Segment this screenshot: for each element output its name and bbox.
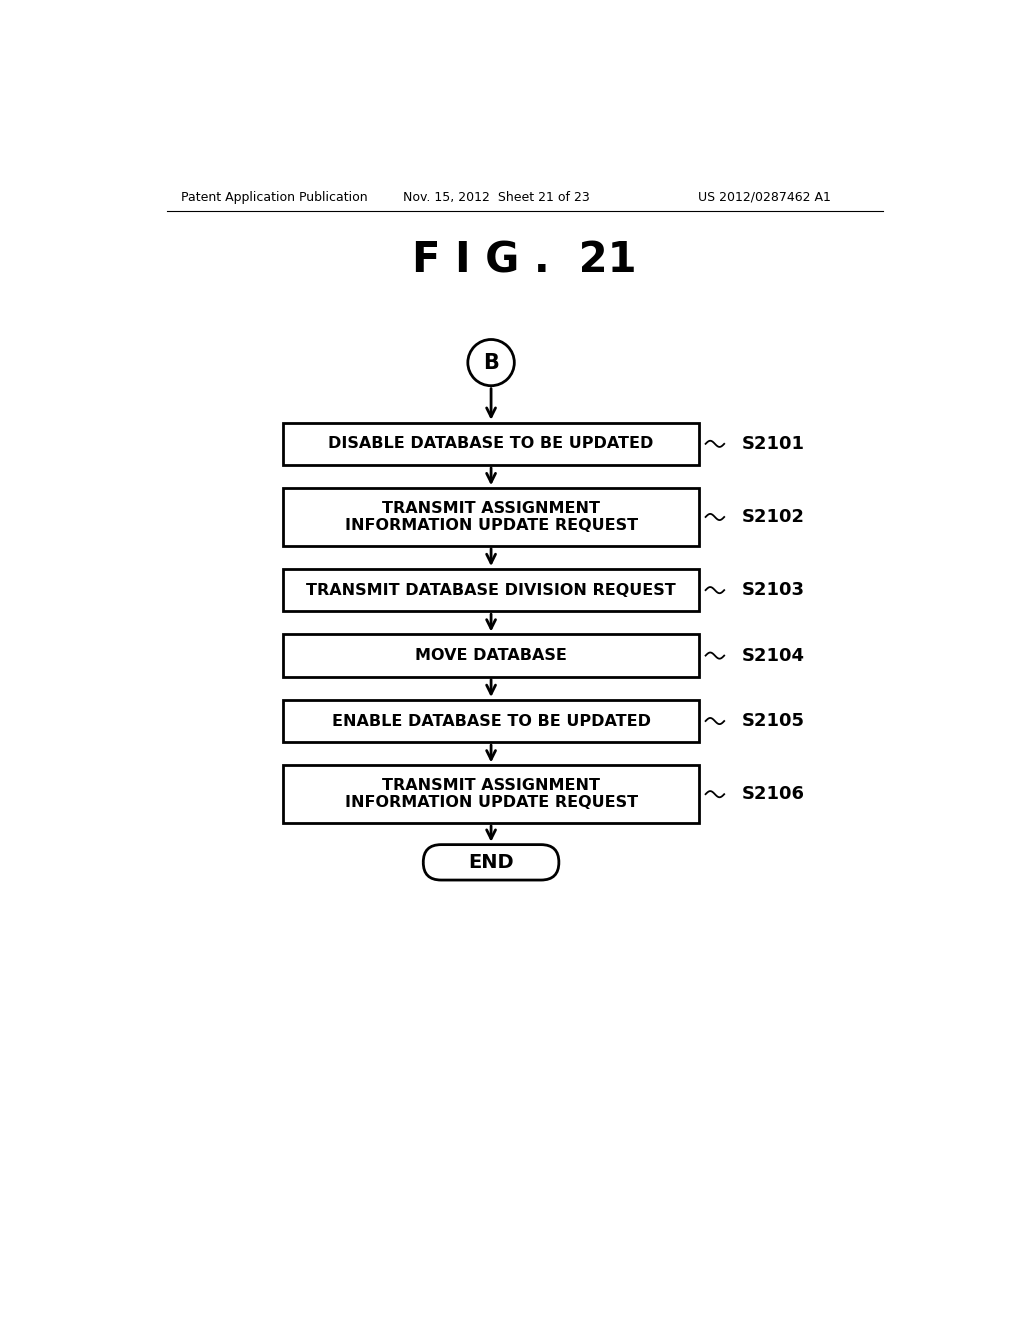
Text: ENABLE DATABASE TO BE UPDATED: ENABLE DATABASE TO BE UPDATED	[332, 714, 650, 729]
Text: TRANSMIT ASSIGNMENT
INFORMATION UPDATE REQUEST: TRANSMIT ASSIGNMENT INFORMATION UPDATE R…	[344, 500, 638, 533]
Text: S2103: S2103	[742, 581, 805, 599]
FancyBboxPatch shape	[283, 700, 699, 742]
FancyBboxPatch shape	[283, 422, 699, 465]
Text: S2106: S2106	[742, 785, 805, 803]
Text: S2102: S2102	[742, 508, 805, 525]
Text: Patent Application Publication: Patent Application Publication	[180, 190, 368, 203]
Text: END: END	[468, 853, 514, 871]
Text: US 2012/0287462 A1: US 2012/0287462 A1	[697, 190, 830, 203]
Text: S2104: S2104	[742, 647, 805, 664]
FancyBboxPatch shape	[283, 766, 699, 824]
Text: TRANSMIT DATABASE DIVISION REQUEST: TRANSMIT DATABASE DIVISION REQUEST	[306, 582, 676, 598]
FancyBboxPatch shape	[423, 845, 559, 880]
FancyBboxPatch shape	[283, 488, 699, 546]
FancyBboxPatch shape	[283, 569, 699, 611]
Text: Nov. 15, 2012  Sheet 21 of 23: Nov. 15, 2012 Sheet 21 of 23	[403, 190, 590, 203]
Text: S2101: S2101	[742, 434, 805, 453]
Text: DISABLE DATABASE TO BE UPDATED: DISABLE DATABASE TO BE UPDATED	[329, 437, 653, 451]
Text: MOVE DATABASE: MOVE DATABASE	[415, 648, 567, 663]
Text: S2105: S2105	[742, 711, 805, 730]
FancyBboxPatch shape	[283, 635, 699, 677]
Text: B: B	[483, 352, 499, 372]
Text: F I G .  21: F I G . 21	[413, 239, 637, 281]
Text: TRANSMIT ASSIGNMENT
INFORMATION UPDATE REQUEST: TRANSMIT ASSIGNMENT INFORMATION UPDATE R…	[344, 777, 638, 810]
